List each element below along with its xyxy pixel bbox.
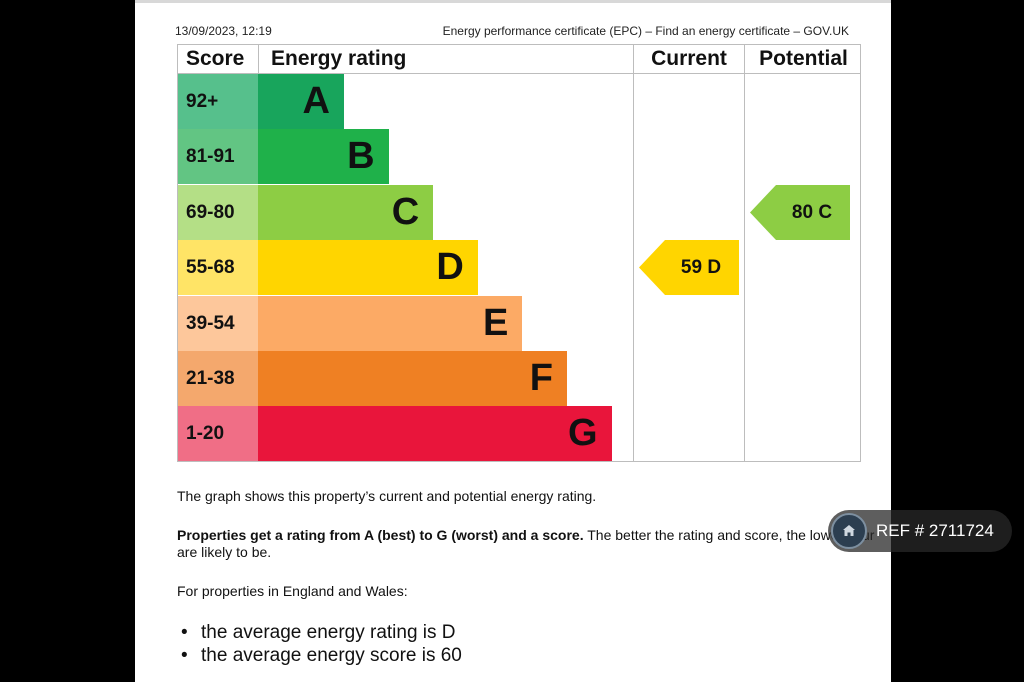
- band-score-range: 1-20: [178, 406, 258, 462]
- print-source-title: Energy performance certificate (EPC) – F…: [442, 24, 849, 38]
- rating-explanation-rest: The better the rating and score, the low…: [583, 527, 875, 543]
- rating-explanation-line2: are likely to be.: [177, 544, 272, 560]
- potential-rating-label: 80 C: [791, 201, 833, 223]
- current-arrow-shape: [639, 240, 739, 296]
- energy-rating-chart: Score Energy rating Current Potential 92…: [177, 44, 861, 462]
- rating-explanation: Properties get a rating from A (best) to…: [177, 527, 877, 561]
- print-datetime: 13/09/2023, 12:19: [175, 24, 272, 38]
- intro-text: The graph shows this property’s current …: [177, 488, 597, 504]
- potential-rating-arrow: 80 C: [750, 184, 850, 240]
- header-energy-rating: Energy rating: [271, 47, 407, 70]
- bullet-average-rating: the average energy rating is D: [181, 622, 456, 644]
- band-bar-f: F: [258, 351, 567, 406]
- rating-explanation-bold: Properties get a rating from A (best) to…: [177, 527, 584, 543]
- home-icon: [831, 513, 867, 549]
- header-score: Score: [186, 47, 245, 70]
- header-current: Current: [651, 47, 727, 70]
- potential-arrow-shape: [750, 184, 850, 240]
- band-score-range: 81-91: [178, 129, 258, 185]
- band-bar-e: E: [258, 295, 523, 351]
- band-score-range: 69-80: [178, 184, 258, 240]
- col-divider-score: [258, 45, 259, 73]
- bullet-average-score: the average energy score is 60: [181, 645, 462, 667]
- epc-page: 13/09/2023, 12:19 Energy performance cer…: [135, 0, 891, 682]
- reference-badge: REF # 2711724: [828, 510, 1012, 552]
- band-bar-b: B: [258, 129, 389, 185]
- band-letter: B: [347, 135, 375, 178]
- band-score-range: 55-68: [178, 240, 258, 296]
- band-bar-g: G: [258, 406, 612, 462]
- band-letter: E: [483, 301, 509, 344]
- band-letter: A: [302, 80, 330, 122]
- current-rating-arrow: 59 D: [639, 240, 739, 296]
- col-divider-potential: [744, 45, 745, 461]
- header-potential: Potential: [759, 47, 848, 70]
- band-bar-c: C: [258, 184, 434, 240]
- band-bar-d: D: [258, 240, 478, 296]
- band-bar-a: A: [258, 74, 344, 129]
- top-divider: [135, 0, 891, 3]
- reference-number: REF # 2711724: [876, 521, 994, 540]
- col-divider-current: [633, 45, 634, 461]
- header-divider: [178, 73, 860, 74]
- band-letter: F: [529, 357, 553, 399]
- band-letter: G: [568, 412, 598, 455]
- band-letter: D: [436, 246, 464, 289]
- band-letter: C: [391, 190, 420, 233]
- band-score-range: 39-54: [178, 295, 258, 351]
- current-rating-label: 59 D: [680, 257, 722, 279]
- band-score-range: 92+: [178, 74, 258, 129]
- region-text: For properties in England and Wales:: [177, 583, 408, 599]
- band-score-range: 21-38: [178, 351, 258, 406]
